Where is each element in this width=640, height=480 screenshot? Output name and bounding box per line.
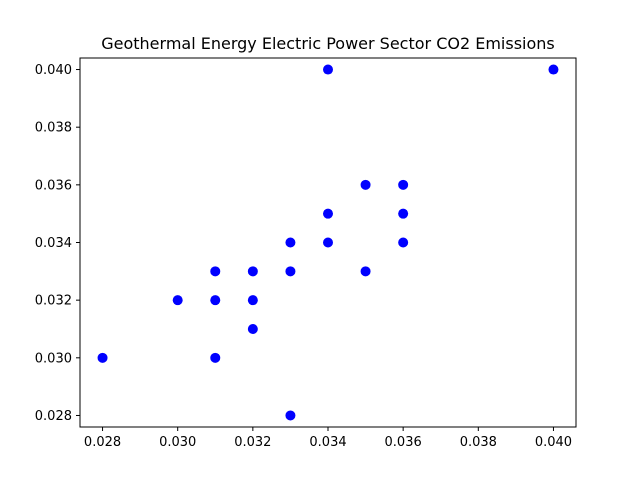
y-tick-label: 0.030: [35, 351, 72, 366]
plot-area: [97, 64, 559, 421]
scatter-point: [323, 64, 333, 75]
x-tick-label: 0.040: [535, 435, 572, 450]
y-tick-label: 0.032: [35, 294, 72, 309]
x-tick-label: 0.038: [460, 435, 497, 450]
scatter-point: [323, 237, 333, 248]
x-tick-label: 0.036: [385, 435, 422, 450]
scatter-point: [360, 266, 371, 277]
scatter-point: [323, 208, 333, 219]
scatter-point: [398, 237, 409, 248]
scatter-point: [210, 295, 221, 306]
y-tick-label: 0.040: [35, 63, 72, 78]
scatter-point: [210, 266, 221, 277]
y-tick-label: 0.028: [35, 409, 72, 424]
y-tick-label: 0.036: [35, 178, 72, 193]
x-tick-label: 0.028: [84, 435, 121, 450]
scatter-point: [285, 410, 296, 421]
scatter-point: [398, 208, 409, 219]
scatter-point: [247, 266, 258, 277]
scatter-point: [210, 352, 221, 363]
scatter-point: [172, 295, 183, 306]
scatter-point: [548, 64, 559, 75]
scatter-point: [97, 352, 108, 363]
x-axis: 0.028 0.030 0.032 0.034 0.036 0.038 0.040: [84, 427, 572, 450]
y-axis: 0.028 0.030 0.032 0.034 0.036 0.038 0.040: [35, 63, 80, 424]
y-tick-label: 0.038: [35, 121, 72, 136]
y-tick-label: 0.034: [35, 236, 72, 251]
scatter-point: [398, 179, 409, 190]
x-tick-label: 0.030: [159, 435, 196, 450]
x-tick-label: 0.032: [234, 435, 271, 450]
scatter-point: [360, 179, 371, 190]
scatter-point: [285, 266, 296, 277]
scatter-point: [247, 295, 258, 306]
scatter-point: [247, 323, 258, 334]
chart-title: Geothermal Energy Electric Power Sector …: [101, 34, 555, 53]
scatter-point: [285, 237, 296, 248]
x-tick-label: 0.034: [309, 435, 346, 450]
